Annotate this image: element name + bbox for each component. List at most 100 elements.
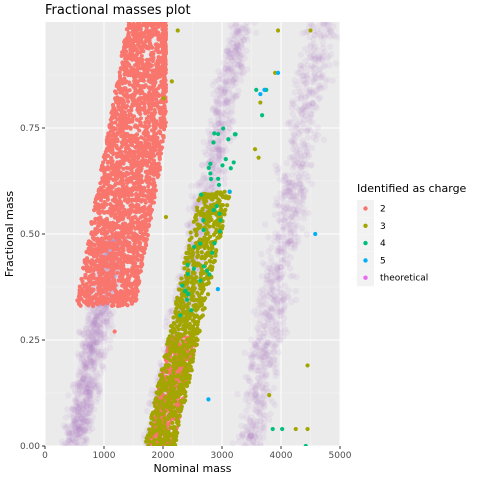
theoretical-point	[92, 382, 100, 390]
theoretical-point	[224, 81, 231, 89]
theoretical-point	[215, 150, 223, 158]
theoretical-point	[91, 383, 98, 390]
theoretical-point	[83, 390, 90, 397]
theoretical-point	[62, 414, 69, 421]
point-charge-2	[156, 54, 161, 60]
point-charge-2	[123, 104, 128, 109]
point-charge-2	[103, 230, 108, 235]
theoretical-point	[284, 219, 291, 227]
theoretical-point	[276, 281, 284, 288]
theoretical-point	[88, 377, 96, 384]
theoretical-point	[213, 95, 220, 103]
theoretical-point	[87, 350, 95, 358]
theoretical-point	[76, 423, 83, 430]
theoretical-point	[76, 417, 84, 424]
theoretical-point	[278, 249, 285, 257]
theoretical-point	[94, 346, 102, 353]
theoretical-point	[327, 43, 334, 51]
theoretical-point	[322, 78, 329, 85]
theoretical-point	[93, 312, 100, 319]
theoretical-point	[78, 330, 85, 337]
theoretical-point	[278, 256, 285, 263]
theoretical-point	[70, 406, 77, 414]
theoretical-point	[91, 363, 99, 370]
theoretical-point	[100, 338, 108, 345]
theoretical-point	[82, 440, 89, 446]
theoretical-point	[60, 442, 67, 446]
point-charge-2	[149, 23, 154, 28]
theoretical-point	[218, 75, 226, 83]
theoretical-point	[82, 376, 89, 383]
theoretical-point	[74, 424, 82, 431]
theoretical-point	[84, 418, 91, 425]
theoretical-point	[86, 343, 94, 350]
theoretical-point	[71, 417, 79, 424]
theoretical-point	[70, 403, 77, 411]
theoretical-point	[90, 306, 97, 313]
theoretical-point	[87, 358, 95, 366]
theoretical-point	[80, 375, 88, 382]
theoretical-point	[86, 393, 93, 400]
theoretical-point	[96, 328, 103, 336]
theoretical-point	[80, 373, 88, 380]
theoretical-point	[74, 434, 82, 442]
theoretical-point	[88, 418, 95, 426]
point-charge-2	[94, 194, 100, 199]
theoretical-point	[73, 409, 81, 416]
theoretical-point	[89, 339, 97, 346]
theoretical-point	[61, 440, 69, 446]
theoretical-point	[93, 339, 100, 346]
theoretical-point	[92, 350, 99, 357]
point-charge-2	[152, 131, 157, 136]
theoretical-point	[300, 215, 308, 222]
theoretical-point	[87, 396, 94, 403]
theoretical-point	[82, 434, 89, 442]
theoretical-point	[76, 419, 84, 426]
theoretical-point	[91, 383, 98, 390]
theoretical-point	[102, 304, 109, 311]
theoretical-point	[97, 351, 105, 359]
theoretical-point	[93, 324, 100, 332]
theoretical-point	[292, 209, 300, 217]
theoretical-point	[280, 320, 287, 327]
theoretical-point	[277, 216, 284, 224]
theoretical-point	[82, 427, 89, 435]
point-charge-2	[124, 150, 129, 155]
theoretical-point	[79, 383, 86, 391]
theoretical-point	[143, 407, 151, 415]
theoretical-point	[297, 118, 304, 125]
theoretical-point	[82, 325, 89, 332]
theoretical-point	[80, 412, 87, 419]
theoretical-point	[87, 405, 95, 413]
theoretical-point	[78, 377, 86, 385]
theoretical-point	[62, 423, 70, 431]
theoretical-point	[86, 392, 93, 400]
point-charge-2	[92, 220, 98, 225]
theoretical-point	[238, 59, 245, 66]
theoretical-point	[65, 429, 73, 436]
theoretical-point	[64, 430, 71, 437]
point-charge-2	[100, 301, 106, 306]
theoretical-point	[92, 320, 99, 327]
theoretical-point	[74, 412, 82, 419]
theoretical-point	[85, 399, 93, 406]
theoretical-point	[66, 437, 73, 444]
theoretical-point	[302, 86, 310, 93]
theoretical-point	[290, 131, 298, 139]
theoretical-point	[287, 272, 294, 280]
theoretical-point	[200, 138, 207, 146]
theoretical-point	[76, 379, 83, 387]
theoretical-point	[276, 329, 283, 336]
theoretical-point	[86, 320, 94, 328]
theoretical-point	[69, 430, 77, 437]
theoretical-point	[214, 109, 222, 117]
point-charge-2	[155, 47, 160, 52]
theoretical-point	[87, 311, 94, 318]
theoretical-point	[101, 317, 108, 324]
theoretical-point	[291, 221, 298, 228]
theoretical-point	[89, 321, 96, 329]
theoretical-point	[95, 309, 103, 316]
theoretical-point	[82, 348, 89, 355]
theoretical-point	[97, 332, 105, 340]
theoretical-point	[88, 323, 95, 330]
